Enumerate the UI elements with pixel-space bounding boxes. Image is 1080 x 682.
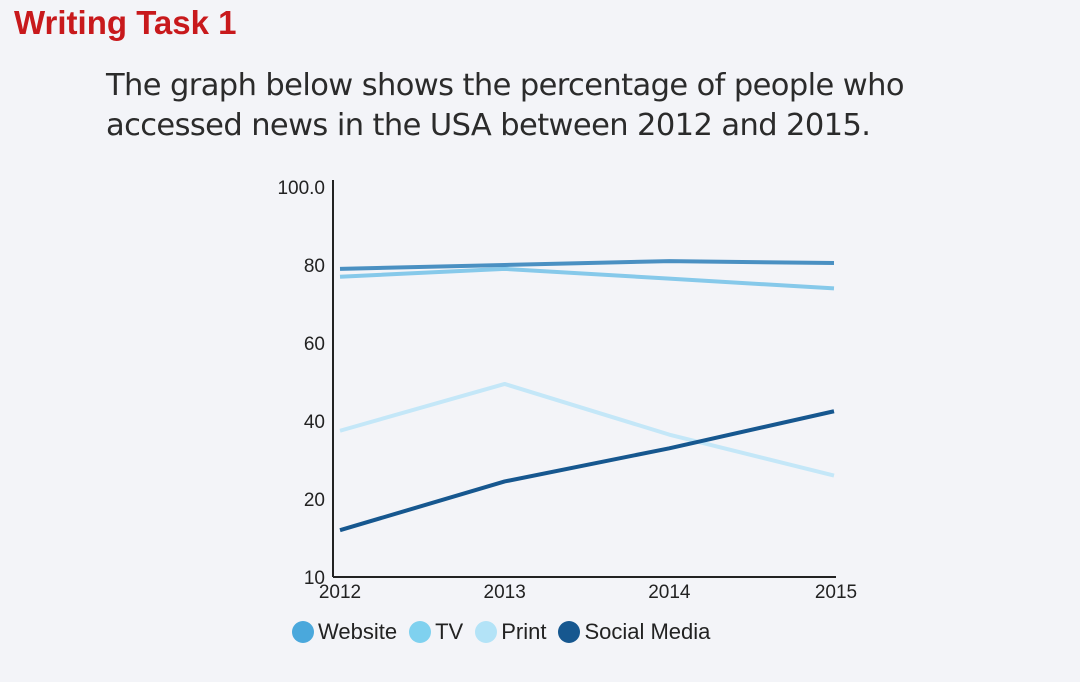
- legend-label-website: Website: [318, 619, 398, 644]
- legend-swatch-social-media: [558, 621, 581, 643]
- chart-axes: [332, 180, 836, 578]
- legend: Website TV Print Social Media: [292, 619, 722, 645]
- legend-item-tv: TV: [409, 619, 463, 645]
- x-tick-label: 2015: [815, 582, 857, 603]
- legend-label-social-media: Social Media: [584, 619, 711, 644]
- series-lines: [339, 259, 835, 533]
- y-tick-label: 20: [304, 490, 325, 511]
- legend-swatch-website: [292, 621, 314, 643]
- legend-item-print: Print: [475, 619, 546, 645]
- y-tick-label: 10: [304, 568, 325, 589]
- series-line-social-media: [339, 409, 835, 533]
- y-tick-label: 60: [304, 334, 325, 355]
- legend-item-social-media: Social Media: [558, 619, 710, 645]
- heading: Writing Task 1: [14, 4, 237, 41]
- y-tick-label: 40: [304, 412, 325, 433]
- series-line-print: [339, 381, 835, 478]
- y-tick-label: 100.0: [277, 178, 325, 199]
- y-tick-labels: 10 20 40 60 80 100.0: [277, 178, 325, 589]
- legend-swatch-print: [475, 621, 498, 643]
- series-line-tv: [339, 266, 835, 291]
- legend-item-website: Website: [292, 619, 397, 645]
- task-prompt: The graph below shows the percentage of …: [106, 68, 905, 143]
- series-line-website: [339, 259, 835, 271]
- y-tick-label: 80: [304, 256, 325, 277]
- legend-swatch-tv: [409, 621, 432, 643]
- legend-label-tv: TV: [435, 619, 464, 644]
- legend-label-print: Print: [501, 619, 547, 644]
- x-tick-label: 2013: [484, 582, 526, 603]
- x-tick-label: 2014: [648, 582, 691, 603]
- x-tick-labels: 2012 2013 2014 2015: [319, 582, 857, 603]
- x-tick-label: 2012: [319, 582, 361, 603]
